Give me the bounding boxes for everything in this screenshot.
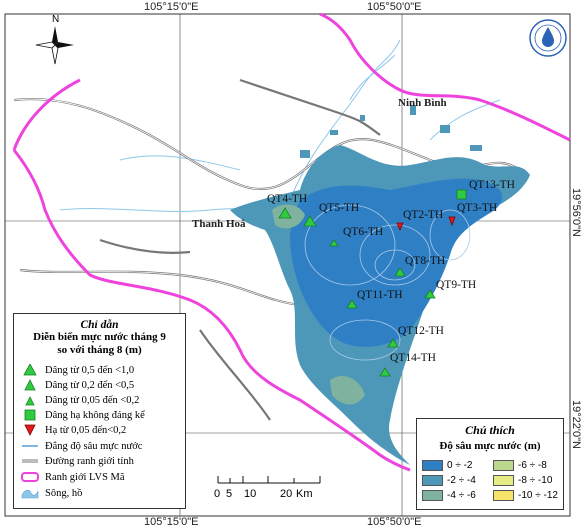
depth-class-0: 0 ÷ -2 [422,460,473,471]
station-marker-qt13 [456,189,467,200]
station-marker-qt14 [379,367,391,377]
legend-item-isoline: Đẳng độ sâu mực nước [20,440,142,452]
triangle-small-icon [20,394,40,406]
legend-item-rise-medium: Dâng từ 0,2 đến <0,5 [20,379,134,391]
depth-swatch [493,490,514,501]
province-line-icon [20,455,40,467]
station-marker-qt2 [396,222,404,232]
triangle-large-icon [20,363,40,376]
station-marker-qt5 [303,215,317,227]
station-label-qt11: QT11-TH [357,289,403,301]
station-symbols [278,189,467,377]
depth-legend-subtitle: Độ sâu mực nước (m) [439,440,541,452]
agency-logo [528,18,568,63]
legend-depth: Chú thích Độ sâu mực nước (m) 0 ÷ -2 -2 … [416,418,564,510]
coord-bottom-right: 105°50'0"E [367,516,422,528]
legend-subtitle-1: Diễn biến mực nước tháng 9 [33,331,166,343]
coord-top-right: 105°50'0"E [367,1,422,13]
station-marker-qt9 [424,289,436,299]
legend-item-rivers: Sông, hồ [20,487,82,499]
station-marker-qt11 [346,299,358,309]
legend-title: Chỉ dẫn [80,319,119,331]
station-marker-qt3 [448,216,456,227]
legend-item-province-boundary: Đường ranh giới tỉnh [20,455,134,467]
scale-tick-20: 20 [280,488,293,500]
station-label-qt12: QT12-TH [398,325,444,337]
depth-swatch [422,460,443,471]
depth-zone-0-2 [290,178,503,347]
triangle-down-icon [20,424,40,436]
depth-class-4: -8 ÷ -10 [493,475,552,486]
triangle-medium-icon [20,379,40,391]
place-ninh-binh: Ninh Bình [398,97,447,109]
station-label-qt3: QT3-TH [457,202,498,214]
legend-item-no-change: Dâng hạ không đáng kể [20,409,145,421]
scale-unit: Km [296,488,313,500]
coord-top-left: 105°15'0"E [144,1,199,13]
station-label-qt8: QT8-TH [405,255,446,267]
scale-ruler [217,476,321,484]
north-label: N [52,14,60,25]
station-marker-qt8 [394,267,406,277]
station-marker-qt4 [278,207,292,219]
scale-tick-5: 5 [226,488,233,500]
square-icon [20,409,40,421]
legend-indicators: Chỉ dẫn Diễn biến mực nước tháng 9 so vớ… [13,313,186,509]
depth-class-2: -4 ÷ -6 [422,490,476,501]
station-label-qt2: QT2-TH [403,209,444,221]
logo-icon [529,19,567,57]
scale-tick-10: 10 [244,488,257,500]
depth-class-1: -2 ÷ -4 [422,475,476,486]
station-marker-qt6 [329,239,339,247]
station-label-qt6: QT6-TH [343,226,384,238]
lakes [300,105,482,158]
basin-line-icon [20,471,40,483]
basin-boundary [12,12,571,472]
station-label-qt13: QT13-TH [469,179,515,191]
legend-item-fall: Hạ từ 0,05 đến<0,2 [20,424,126,436]
coord-right-upper: 19°56'0"N [570,188,582,237]
legend-subtitle-2: so với tháng 8 (m) [57,344,142,356]
depth-swatch [493,460,514,471]
legend-item-basin-boundary: Ranh giới LVS Mã [20,471,125,483]
station-label-qt4: QT4-TH [267,193,308,205]
scale-tick-0: 0 [214,488,221,500]
legend-item-rise-small: Dâng từ 0,05 đến <0,2 [20,394,139,406]
station-label-qt14: QT14-TH [390,352,436,364]
station-label-qt9: QT9-TH [436,279,477,291]
depth-swatch [422,490,443,501]
station-marker-qt12 [387,338,399,348]
depth-swatch [493,475,514,486]
place-thanh-hoa: Thanh Hoá [192,218,246,230]
isolines [304,204,471,361]
depth-class-3: -6 ÷ -8 [493,460,547,471]
legend-item-rise-large: Dâng từ 0,5 đến <1,0 [20,363,134,376]
coord-right-lower: 19°22'0"N [570,400,582,449]
depth-class-5: -10 ÷ -12 [493,490,558,501]
isoline-icon [20,440,40,452]
coord-bottom-left: 105°15'0"E [144,516,199,528]
compass-icon [35,26,74,65]
depth-swatch [422,475,443,486]
north-arrow: N [32,14,78,73]
station-label-qt5: QT5-TH [319,202,360,214]
river-icon [20,487,40,499]
depth-legend-title: Chú thích [465,423,515,437]
